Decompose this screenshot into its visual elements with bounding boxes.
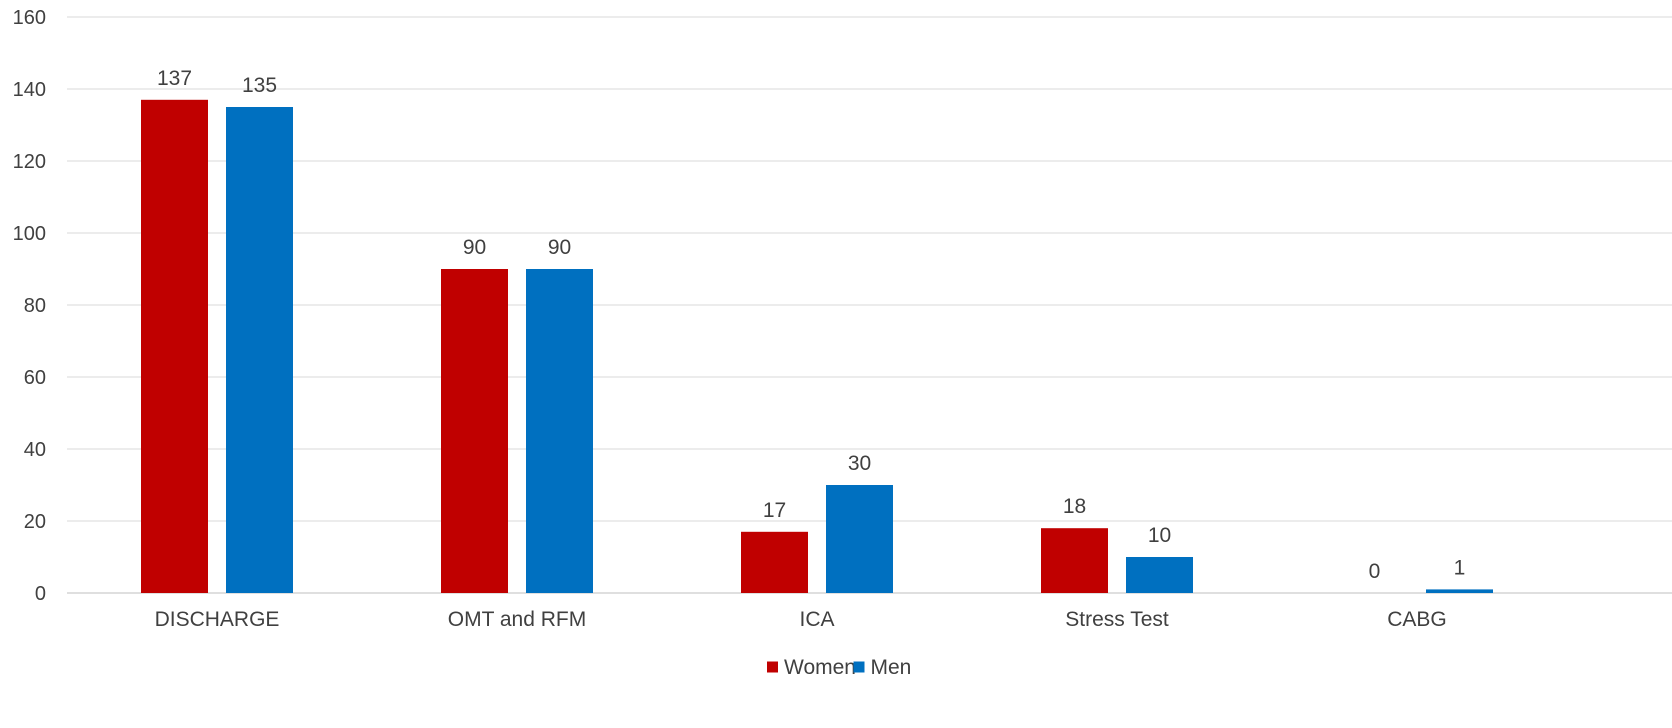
- x-category-label: CABG: [1387, 608, 1447, 631]
- y-tick-label: 100: [13, 223, 46, 245]
- data-label-women-3: 18: [1063, 495, 1086, 518]
- legend-label-men: Men: [871, 656, 912, 679]
- x-category-label: DISCHARGE: [155, 608, 280, 631]
- y-tick-label: 120: [13, 151, 46, 173]
- bar-women-0: [141, 99, 208, 594]
- y-tick-label: 80: [24, 295, 46, 317]
- data-label-women-1: 90: [463, 236, 486, 259]
- legend-swatch-men: [853, 661, 865, 673]
- data-labels: 137 135 90 90 17 30 18 10 0 1: [157, 67, 1465, 583]
- data-label-men-0: 135: [242, 74, 277, 97]
- data-label-men-4: 1: [1454, 556, 1466, 579]
- data-label-men-3: 10: [1148, 524, 1171, 547]
- bar-men-0: [226, 107, 293, 593]
- y-tick-label: 140: [13, 79, 46, 101]
- y-tick-label: 0: [35, 583, 46, 605]
- legend: Women Men: [767, 656, 911, 679]
- bar-men-4: [1426, 589, 1493, 593]
- bar-women-1: [441, 269, 508, 593]
- y-tick-label: 60: [24, 367, 46, 389]
- y-tick-label: 20: [24, 511, 46, 533]
- x-category-label: Stress Test: [1065, 608, 1169, 631]
- x-category-label: OMT and RFM: [448, 608, 586, 631]
- bar-men-2: [826, 485, 893, 593]
- bars: [141, 99, 1493, 594]
- data-label-men-1: 90: [548, 236, 571, 259]
- y-axis-ticks: 0 20 40 60 80 100 120 140 160: [13, 7, 46, 605]
- gridlines: [67, 16, 1672, 594]
- y-tick-label: 40: [24, 439, 46, 461]
- x-category-label: ICA: [799, 608, 834, 631]
- data-label-women-4: 0: [1369, 560, 1381, 583]
- y-tick-label: 160: [13, 7, 46, 29]
- bar-women-2: [741, 531, 808, 593]
- data-label-women-2: 17: [763, 499, 786, 522]
- data-label-men-2: 30: [848, 452, 871, 475]
- bar-men-3: [1126, 557, 1193, 593]
- data-label-women-0: 137: [157, 67, 192, 90]
- bar-men-1: [526, 269, 593, 593]
- bar-women-3: [1041, 528, 1108, 593]
- x-axis-categories: DISCHARGE OMT and RFM ICA Stress Test CABG: [155, 608, 1447, 631]
- legend-label-women: Women: [784, 656, 856, 679]
- legend-swatch-women: [767, 661, 778, 673]
